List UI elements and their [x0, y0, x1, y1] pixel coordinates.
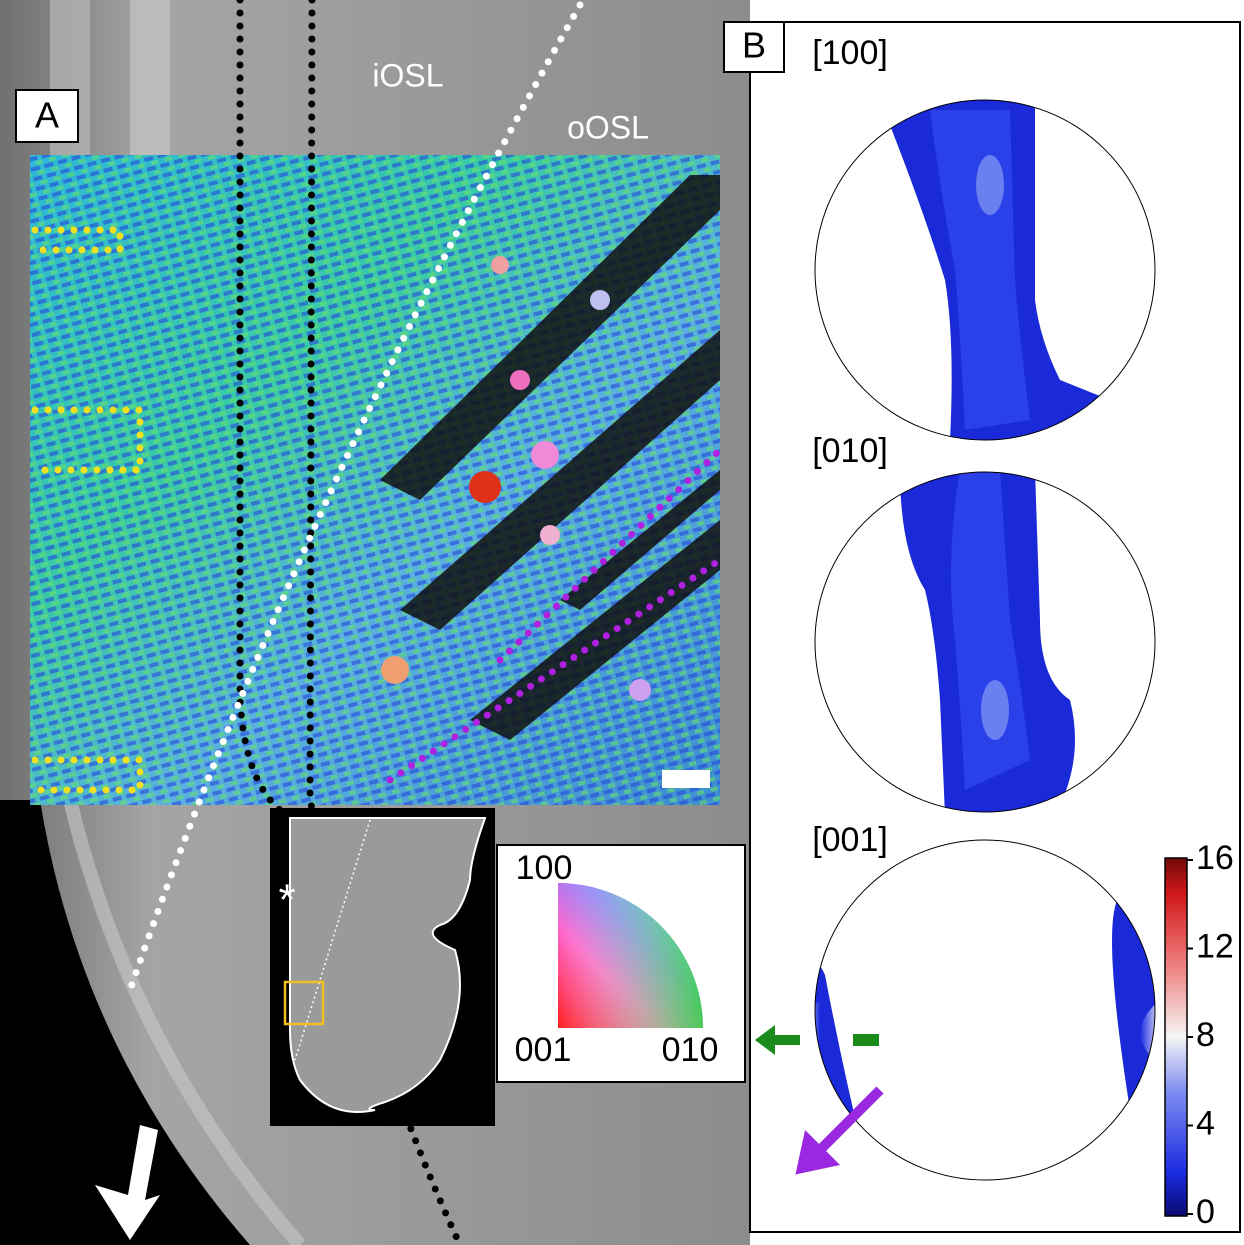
scale-bar	[662, 770, 710, 788]
pole-figure-label: [100]	[812, 34, 888, 72]
ipf-label: 001	[515, 1031, 572, 1069]
figure: A iOSL oOSL * 100 001 010 B [100] [010] …	[0, 0, 1244, 1245]
colorbar-tick-label: 4	[1196, 1104, 1215, 1142]
band	[130, 0, 170, 155]
pole-figure-label: [010]	[812, 432, 888, 470]
asterisk: *	[278, 876, 295, 925]
colorbar-tick-label: 12	[1196, 927, 1234, 965]
colorbar	[1165, 858, 1187, 1216]
zone-label: iOSL	[372, 57, 443, 93]
panel-label: A	[35, 95, 59, 136]
panel-label: B	[742, 25, 766, 66]
colorbar-tick-label: 0	[1196, 1193, 1215, 1231]
colorbar-tick-label: 8	[1196, 1016, 1215, 1054]
pole-figure-label: [001]	[812, 821, 888, 859]
colorbar-tick-label: 16	[1196, 839, 1234, 877]
ipf-label: 100	[516, 849, 573, 887]
zone-label: oOSL	[567, 109, 649, 145]
ipf-label: 010	[662, 1031, 719, 1069]
